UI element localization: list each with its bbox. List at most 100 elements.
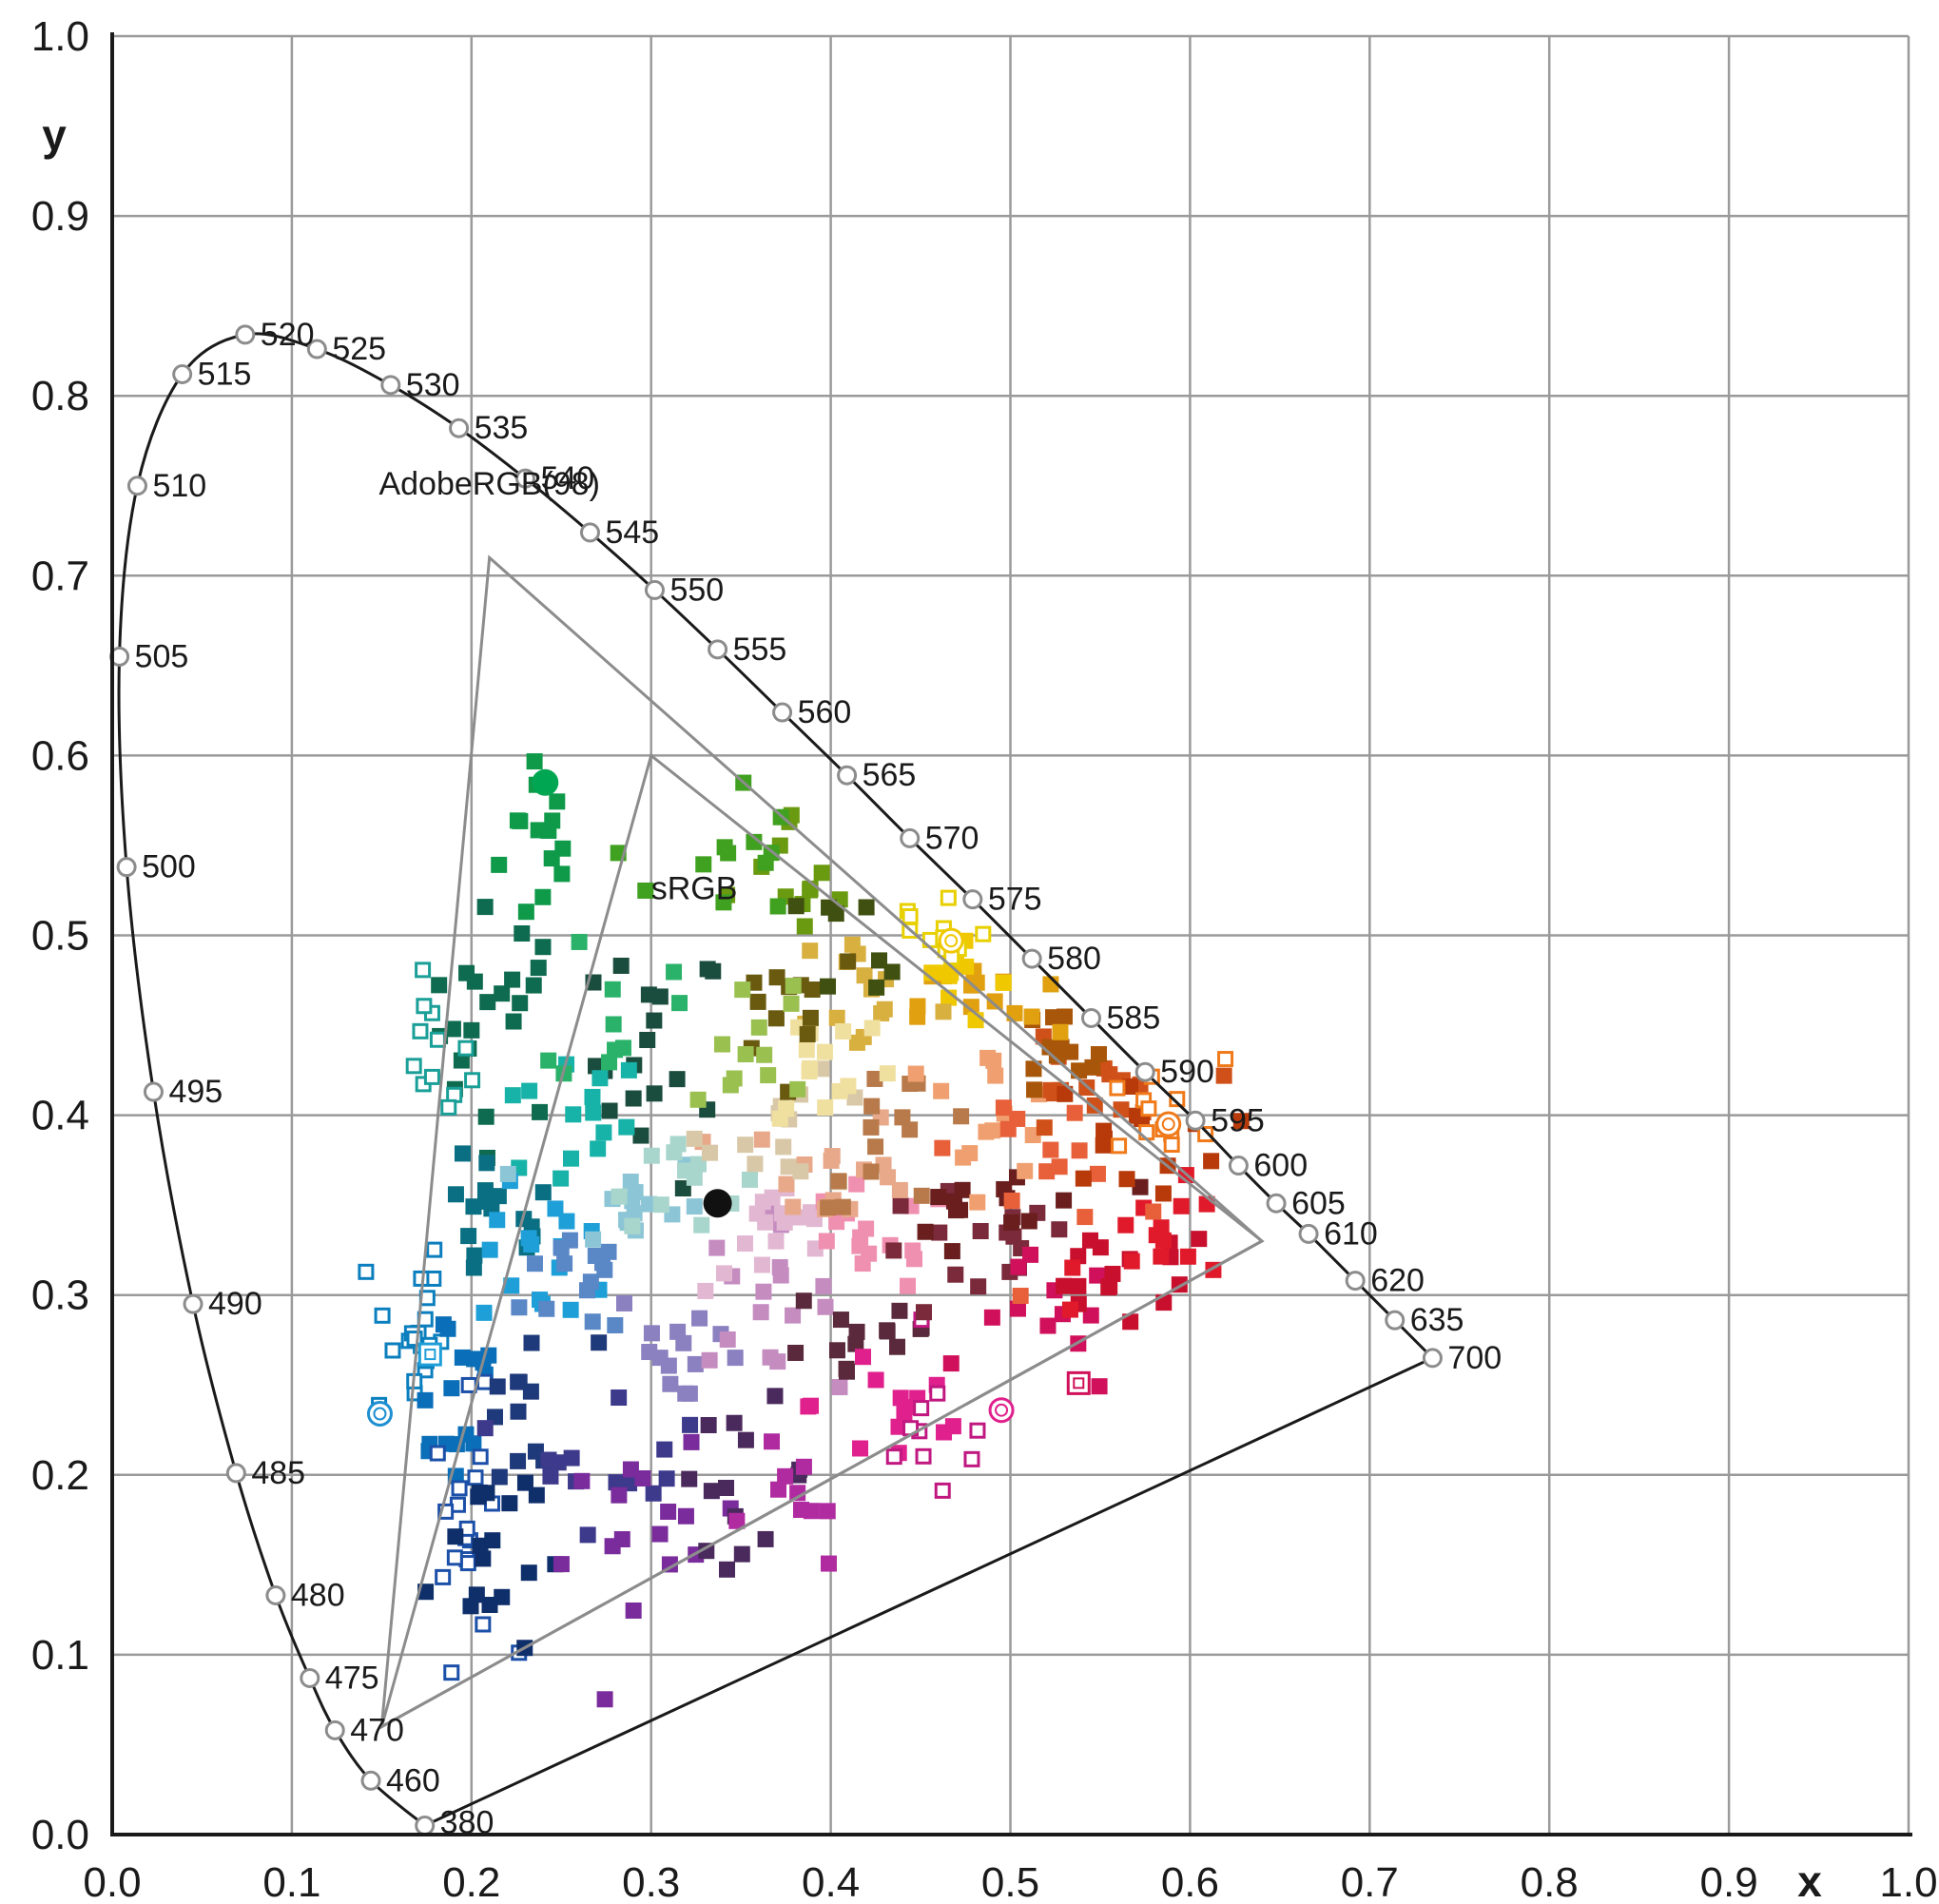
wavelength-label: 525	[332, 331, 386, 367]
x-tick-label: 0.6	[1161, 1859, 1219, 1904]
sample-point	[789, 1080, 806, 1098]
sample-point	[1092, 1239, 1109, 1256]
sample-point	[913, 1187, 930, 1204]
sample-point	[1009, 1110, 1026, 1127]
open-square-marker	[1066, 1370, 1091, 1395]
sample-point	[1003, 1214, 1020, 1231]
sample-point	[618, 1118, 635, 1136]
sample-point	[768, 969, 785, 986]
sample-point	[553, 1556, 570, 1573]
sample-point	[532, 1103, 549, 1120]
wavelength-marker	[380, 375, 401, 396]
sample-point	[713, 1036, 730, 1053]
sample-point	[760, 1067, 777, 1084]
sample-point	[1090, 1045, 1107, 1062]
sample-point	[417, 1391, 434, 1409]
sample-point	[787, 898, 805, 915]
y-tick-label: 0.0	[31, 1812, 89, 1858]
sample-point	[481, 1241, 498, 1258]
sample-point	[716, 839, 733, 856]
sample-point	[1117, 1216, 1134, 1234]
sample-point	[641, 1195, 658, 1213]
sample-point	[447, 1186, 464, 1203]
sample-point	[943, 1243, 960, 1260]
sample-point	[1121, 1078, 1138, 1095]
sample-point	[716, 1265, 733, 1282]
wavelength-label: 700	[1447, 1340, 1502, 1376]
sample-point	[639, 1031, 656, 1048]
sample-point	[848, 1034, 865, 1051]
sample-point	[983, 1309, 1000, 1326]
sample-point	[1017, 1162, 1034, 1179]
sample-point	[756, 1046, 773, 1063]
sample-point	[891, 1302, 908, 1319]
sample-point	[876, 1001, 893, 1018]
sample-point	[972, 1222, 989, 1239]
sample-point	[595, 1124, 612, 1141]
sample-point	[465, 1259, 482, 1276]
sample-point	[1091, 1378, 1108, 1395]
sample-point	[643, 1147, 660, 1164]
y-axis-title: y	[42, 110, 67, 160]
sample-point	[1084, 1059, 1101, 1076]
sample-point	[534, 888, 552, 905]
sample-point	[733, 1545, 750, 1563]
sample-point	[1197, 1126, 1214, 1143]
sample-point	[1051, 1221, 1068, 1238]
sample-point	[802, 942, 819, 960]
sample-point	[640, 986, 657, 1003]
sample-point	[491, 856, 508, 873]
x-tick-label: 0.3	[622, 1859, 680, 1904]
sample-point	[405, 1058, 422, 1075]
sample-point	[969, 1194, 986, 1211]
sample-point	[494, 985, 511, 1002]
wavelength-label: 575	[988, 882, 1042, 918]
sample-point	[778, 1100, 795, 1117]
sample-point	[752, 1304, 769, 1321]
wavelength-label: 540	[540, 460, 594, 496]
sample-point	[785, 978, 802, 995]
sample-point	[769, 1353, 786, 1370]
sample-point	[783, 995, 800, 1012]
x-tick-label: 1.0	[1879, 1859, 1937, 1904]
sample-point	[476, 1182, 494, 1199]
sample-point	[476, 1420, 494, 1437]
sample-point	[585, 1104, 602, 1121]
sample-point	[512, 995, 529, 1012]
gamut-triangles	[378, 554, 1265, 1730]
sample-point	[468, 1586, 485, 1603]
sample-point	[1089, 1165, 1106, 1182]
wavelength-label: 635	[1410, 1302, 1464, 1338]
sample-point	[1104, 1265, 1121, 1282]
sample-point	[510, 1373, 527, 1390]
wavelength-label: 485	[251, 1455, 305, 1491]
wavelength-marker	[900, 827, 921, 848]
sample-point	[489, 1378, 506, 1395]
sample-point	[458, 964, 475, 981]
sample-point	[1153, 1248, 1170, 1265]
sample-point	[439, 1320, 456, 1337]
sample-point	[1101, 1278, 1118, 1295]
sample-point	[472, 1448, 489, 1466]
sample-point	[416, 998, 433, 1015]
sample-point	[625, 1090, 642, 1107]
sample-point	[854, 1255, 871, 1273]
sample-point	[885, 1242, 902, 1259]
sample-point	[494, 1588, 511, 1605]
wavelength-label: 600	[1253, 1148, 1308, 1184]
sample-point	[1191, 1231, 1208, 1248]
sample-point	[660, 1503, 677, 1520]
sample-point	[775, 1138, 792, 1156]
sample-point	[958, 958, 975, 975]
sample-point	[795, 1292, 812, 1310]
sample-point	[867, 1138, 884, 1156]
wavelength-label: 475	[325, 1660, 379, 1696]
sample-point	[736, 1235, 753, 1253]
sample-point	[454, 1145, 471, 1162]
sample-point	[549, 793, 566, 810]
sample-point	[611, 1389, 628, 1407]
x-axis-title: x	[1797, 1856, 1822, 1904]
sample-point	[666, 963, 683, 981]
sample-point	[933, 1082, 950, 1099]
sample-point	[556, 1255, 573, 1273]
